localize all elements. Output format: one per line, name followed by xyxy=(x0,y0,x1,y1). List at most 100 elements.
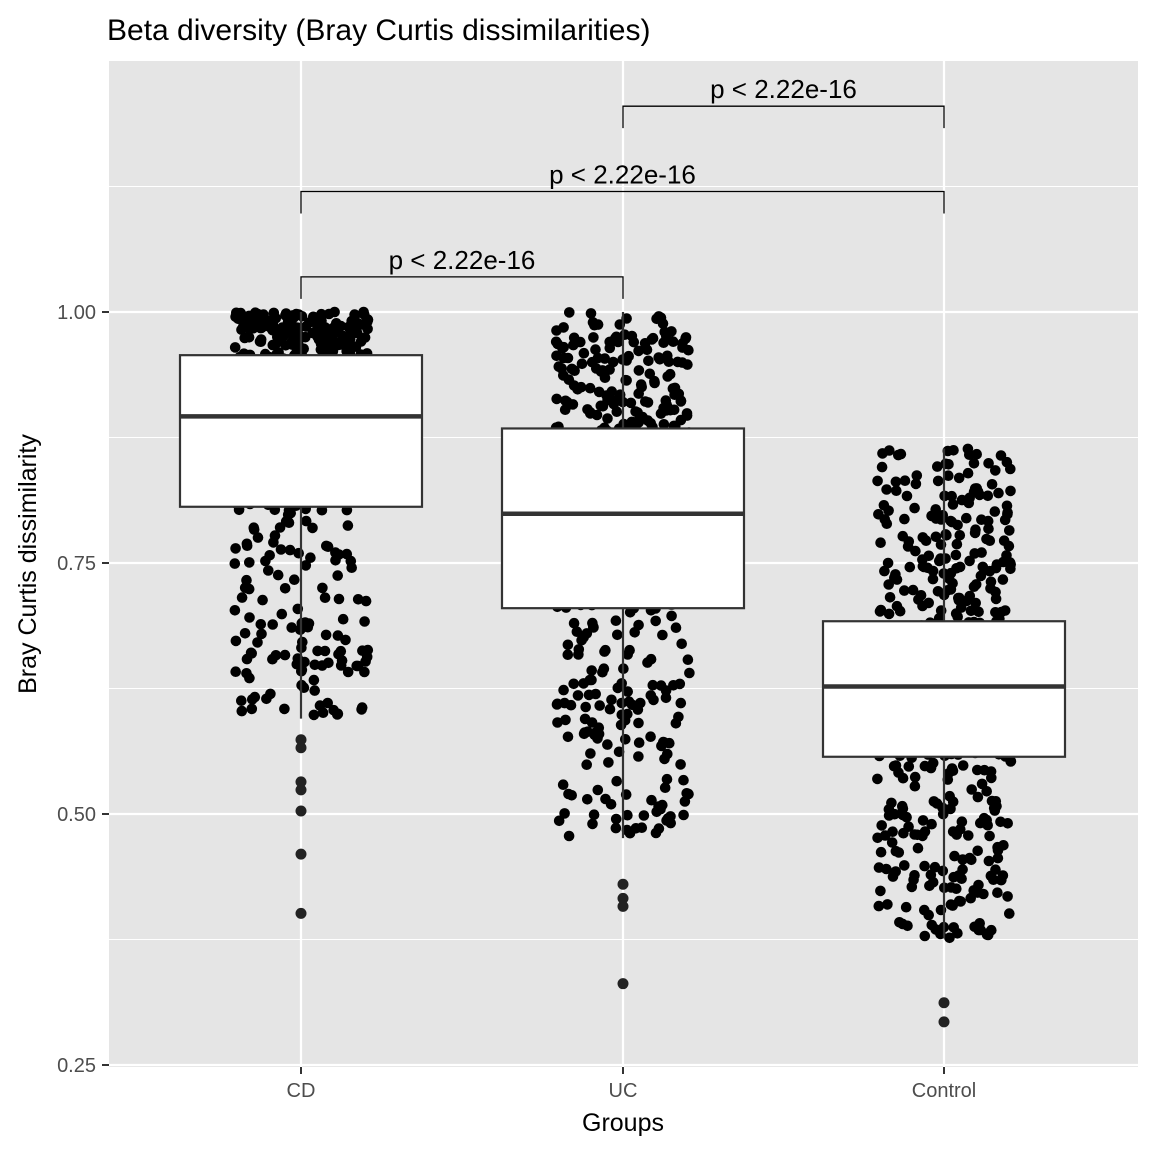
data-point xyxy=(1001,550,1012,561)
data-point xyxy=(951,827,962,839)
data-point xyxy=(341,345,353,357)
data-point xyxy=(876,820,887,831)
data-point xyxy=(952,611,963,622)
data-point xyxy=(267,619,279,630)
data-point xyxy=(279,649,291,661)
outlier-point xyxy=(295,784,307,796)
data-point xyxy=(551,393,562,405)
data-point xyxy=(647,679,659,691)
data-point xyxy=(932,461,943,472)
data-point xyxy=(240,317,251,329)
data-point xyxy=(951,563,962,574)
data-point xyxy=(968,458,980,469)
data-point xyxy=(236,592,248,603)
data-point xyxy=(254,336,266,347)
x-tick-label: Control xyxy=(912,1080,976,1102)
data-point xyxy=(332,709,343,720)
data-point xyxy=(639,338,651,349)
data-point xyxy=(992,887,1003,898)
comparison-bracket xyxy=(300,190,945,214)
data-point xyxy=(620,734,631,745)
x-tick-label: CD xyxy=(287,1080,316,1102)
data-point xyxy=(971,483,982,494)
data-point xyxy=(910,478,922,490)
data-point xyxy=(684,667,695,679)
data-point xyxy=(600,793,611,805)
data-point xyxy=(557,779,569,790)
data-point xyxy=(593,722,605,733)
data-point xyxy=(590,344,601,355)
data-point xyxy=(308,674,320,686)
data-point xyxy=(265,320,277,332)
data-point xyxy=(655,408,667,419)
data-point xyxy=(332,570,344,581)
data-point xyxy=(653,311,665,322)
data-point xyxy=(659,753,670,765)
data-point xyxy=(977,561,989,573)
data-point xyxy=(911,470,923,481)
data-point xyxy=(662,350,673,362)
data-point xyxy=(926,919,938,931)
data-point xyxy=(252,532,264,543)
data-point xyxy=(1002,891,1013,902)
data-point xyxy=(582,794,593,805)
data-point xyxy=(275,544,287,555)
data-point xyxy=(972,887,983,898)
data-point xyxy=(645,418,657,429)
data-point xyxy=(678,774,689,786)
data-point xyxy=(1005,485,1016,497)
data-point xyxy=(926,510,937,522)
data-point xyxy=(927,573,939,585)
data-point xyxy=(668,680,679,691)
data-point xyxy=(239,582,251,593)
y-axis-title: Bray Curtis dissimilarity xyxy=(14,434,42,694)
data-point xyxy=(286,622,298,633)
data-point xyxy=(907,584,919,596)
data-point xyxy=(243,332,255,343)
data-point xyxy=(633,365,645,376)
data-point xyxy=(682,359,693,370)
data-point xyxy=(1005,756,1016,767)
data-point xyxy=(279,583,291,594)
data-point xyxy=(679,796,691,807)
data-point xyxy=(890,476,902,488)
data-point xyxy=(956,873,967,884)
axes: 0.25 0.50 0.75 1.00 CD UC Control xyxy=(57,302,976,1102)
data-point xyxy=(309,685,321,696)
data-point xyxy=(891,485,902,497)
outlier-point xyxy=(295,805,307,817)
data-point xyxy=(989,805,1001,816)
data-point xyxy=(600,644,611,656)
data-point xyxy=(645,690,657,701)
data-point xyxy=(316,308,327,320)
data-point xyxy=(263,565,274,576)
data-point xyxy=(612,682,624,694)
data-point xyxy=(972,764,983,776)
data-point xyxy=(568,678,579,690)
data-point xyxy=(351,327,363,339)
chart-title: Beta diversity (Bray Curtis dissimilarit… xyxy=(107,14,650,47)
data-point xyxy=(884,445,895,456)
data-point xyxy=(356,702,368,713)
data-point xyxy=(889,808,900,820)
data-point xyxy=(585,748,596,759)
data-point xyxy=(873,509,884,520)
y-tick-label: 1.00 xyxy=(57,302,96,324)
data-point xyxy=(314,700,326,711)
data-point xyxy=(230,543,241,554)
data-point xyxy=(658,736,669,748)
data-point xyxy=(307,522,318,534)
data-point xyxy=(359,616,370,627)
data-point xyxy=(358,306,369,318)
data-point xyxy=(257,594,268,606)
data-point xyxy=(586,356,598,368)
data-point xyxy=(563,830,575,842)
data-point xyxy=(362,323,373,335)
data-point xyxy=(255,619,267,630)
data-point xyxy=(964,590,976,602)
data-point xyxy=(940,529,951,540)
data-point xyxy=(229,605,241,616)
data-point xyxy=(567,399,579,410)
data-point xyxy=(612,336,624,348)
data-point xyxy=(611,775,622,787)
